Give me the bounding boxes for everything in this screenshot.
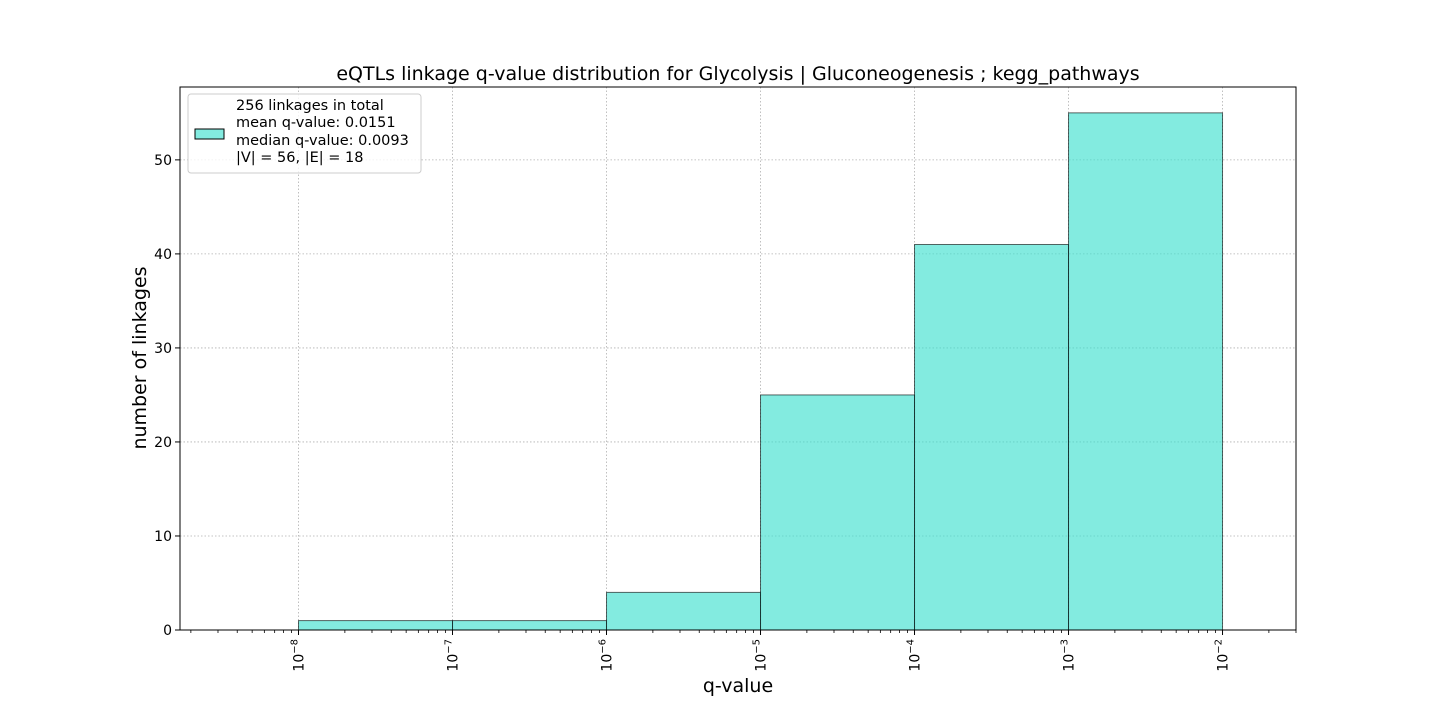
histogram-bar [298,620,454,631]
legend-line-2: mean q-value: 0.0151 [236,115,396,131]
y-tick-label: 50 [154,153,172,169]
histogram-bars [298,112,1224,631]
y-tick-label: 30 [154,341,172,357]
legend-line-3: median q-value: 0.0093 [236,133,409,149]
x-axis-ticks: 10−8 10−7 10−6 10−5 10−4 10−3 10−2 [190,630,1297,672]
legend-line-1: 256 linkages in total [236,98,384,114]
x-tick-label: 10−7 [444,639,462,672]
y-tick-label: 0 [163,623,172,639]
y-axis-ticks: 0 10 20 30 40 50 [154,153,180,639]
legend: 256 linkages in total mean q-value: 0.01… [187,93,422,174]
chart-title: eQTLs linkage q-value distribution for G… [336,63,1139,85]
histogram-bar [452,620,608,631]
plot-frame [179,86,1297,631]
y-tick-label: 10 [154,529,172,545]
histogram-bar [914,243,1070,631]
x-axis-label: q-value [703,675,773,697]
histogram-bar [1068,112,1224,631]
x-tick-label: 10−4 [906,639,924,672]
legend-box [187,93,422,174]
histogram-bar [606,591,762,631]
y-tick-label: 20 [154,435,172,451]
x-tick-label: 10−8 [290,639,308,672]
x-tick-label: 10−2 [1214,639,1232,672]
x-tick-label: 10−6 [598,639,616,672]
legend-line-4: |V| = 56, |E| = 18 [236,150,363,166]
y-tick-label: 40 [154,247,172,263]
legend-swatch [194,128,225,140]
y-axis-label: number of linkages [129,266,151,449]
x-tick-label: 10−5 [752,639,770,672]
x-tick-label: 10−3 [1060,639,1078,672]
histogram-bar [760,394,916,631]
